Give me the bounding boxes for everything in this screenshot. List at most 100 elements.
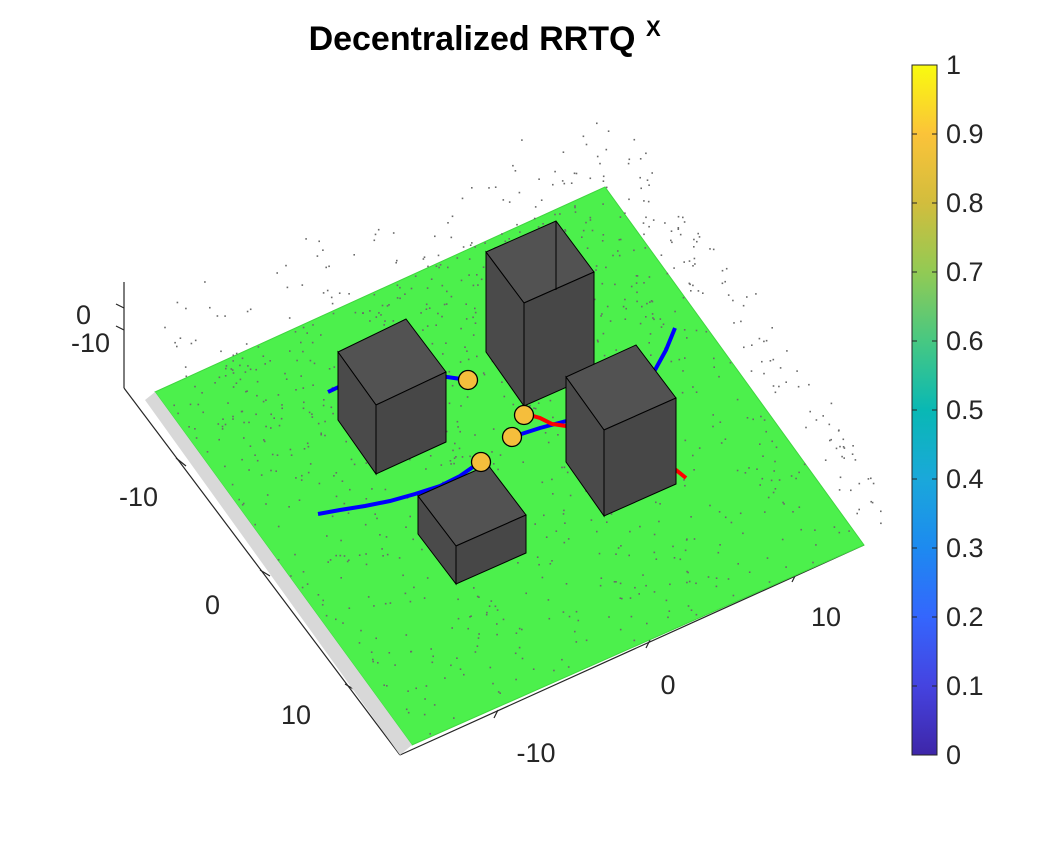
cloud-point — [348, 559, 350, 561]
cloud-point — [707, 576, 710, 578]
cloud-point — [216, 315, 219, 317]
cloud-point — [294, 553, 296, 556]
cloud-point — [629, 597, 632, 599]
cloud-point — [277, 525, 280, 528]
cloud-point — [335, 472, 338, 474]
cloud-point — [255, 413, 257, 416]
chart-title-superscript: X — [646, 16, 661, 41]
cloud-point — [812, 561, 814, 564]
cloud-point — [684, 549, 687, 552]
cloud-point — [717, 551, 720, 554]
cloud-point — [295, 477, 297, 479]
cloud-point — [532, 668, 535, 670]
cloud-point — [316, 255, 319, 257]
cloud-point — [476, 595, 479, 598]
cloud-point — [353, 463, 356, 466]
cloud-point — [599, 162, 601, 165]
cloud-point — [465, 303, 467, 305]
cloud-point — [404, 592, 407, 595]
cloud-point — [724, 280, 726, 283]
colorbar-ticks: 0 0.1 0.2 0.3 0.4 0.5 0.6 0.7 0.8 0.9 1 — [912, 50, 984, 770]
cloud-point — [478, 596, 480, 598]
blue-path-2 — [317, 460, 482, 516]
cloud-point — [447, 222, 449, 224]
cloud-point — [715, 577, 718, 579]
cloud-point — [249, 308, 252, 311]
cloud-point — [690, 516, 692, 518]
cloud-point — [195, 437, 198, 439]
cloud-point — [651, 172, 653, 174]
cloud-point — [778, 479, 781, 481]
colorbar-tick-label: 0.8 — [946, 188, 984, 218]
cloud-point — [173, 404, 175, 407]
cloud-point — [713, 366, 715, 368]
cloud-point — [760, 415, 762, 418]
cloud-point — [324, 420, 326, 423]
cloud-point — [239, 364, 241, 367]
y-tick-label-0: 0 — [205, 590, 220, 620]
cloud-point — [224, 315, 226, 317]
cloud-point — [247, 365, 249, 367]
cloud-point — [177, 412, 179, 415]
cloud-point — [815, 544, 817, 546]
cloud-point — [684, 439, 687, 442]
cloud-point — [460, 279, 463, 282]
cloud-point — [474, 307, 476, 310]
block-front — [417, 464, 527, 586]
cloud-point — [669, 583, 671, 586]
cloud-point — [242, 502, 245, 505]
cloud-point — [697, 290, 700, 292]
cloud-point — [499, 454, 502, 456]
colorbar-tick-label: 1 — [946, 50, 961, 80]
cloud-point — [341, 480, 344, 482]
cloud-point — [320, 433, 322, 436]
cloud-point — [516, 223, 518, 226]
cloud-point — [633, 639, 636, 642]
cloud-point — [260, 474, 263, 476]
cloud-point — [372, 658, 374, 661]
cloud-point — [543, 514, 545, 517]
cloud-point — [254, 454, 256, 456]
cloud-point — [715, 585, 718, 588]
cloud-point — [548, 617, 551, 620]
cloud-point — [650, 354, 652, 356]
cloud-point — [309, 463, 312, 465]
cloud-point — [333, 366, 336, 368]
cloud-point — [468, 258, 471, 260]
cloud-point — [262, 355, 265, 357]
cloud-point — [461, 456, 464, 458]
cloud-point — [353, 254, 355, 256]
cloud-point — [617, 547, 620, 549]
cloud-point — [276, 272, 278, 274]
cloud-point — [302, 571, 305, 573]
cloud-point — [614, 283, 616, 286]
ground-plane-left-edge — [145, 392, 412, 755]
cloud-point — [569, 494, 572, 497]
cloud-point — [313, 362, 316, 365]
cloud-point — [742, 304, 745, 307]
cloud-point — [673, 557, 676, 559]
cloud-point — [444, 677, 446, 679]
cloud-point — [534, 407, 537, 410]
cloud-point — [453, 457, 456, 459]
cloud-point — [270, 427, 272, 429]
cloud-point — [295, 389, 297, 391]
cloud-point — [331, 302, 334, 305]
cloud-point — [574, 630, 576, 633]
cloud-point — [377, 228, 380, 231]
cloud-point — [779, 367, 782, 369]
cloud-point — [333, 475, 335, 477]
cloud-point — [547, 441, 550, 444]
cloud-point — [640, 187, 642, 190]
cloud-point — [601, 282, 604, 285]
cloud-point — [617, 250, 619, 252]
cloud-point — [504, 240, 507, 243]
cloud-point — [712, 414, 714, 416]
cloud-point — [317, 422, 320, 425]
cloud-point — [797, 385, 800, 388]
cloud-point — [263, 440, 266, 443]
cloud-point — [681, 391, 684, 394]
cloud-point — [858, 508, 860, 511]
cloud-point — [824, 459, 827, 461]
cloud-point — [648, 276, 651, 278]
